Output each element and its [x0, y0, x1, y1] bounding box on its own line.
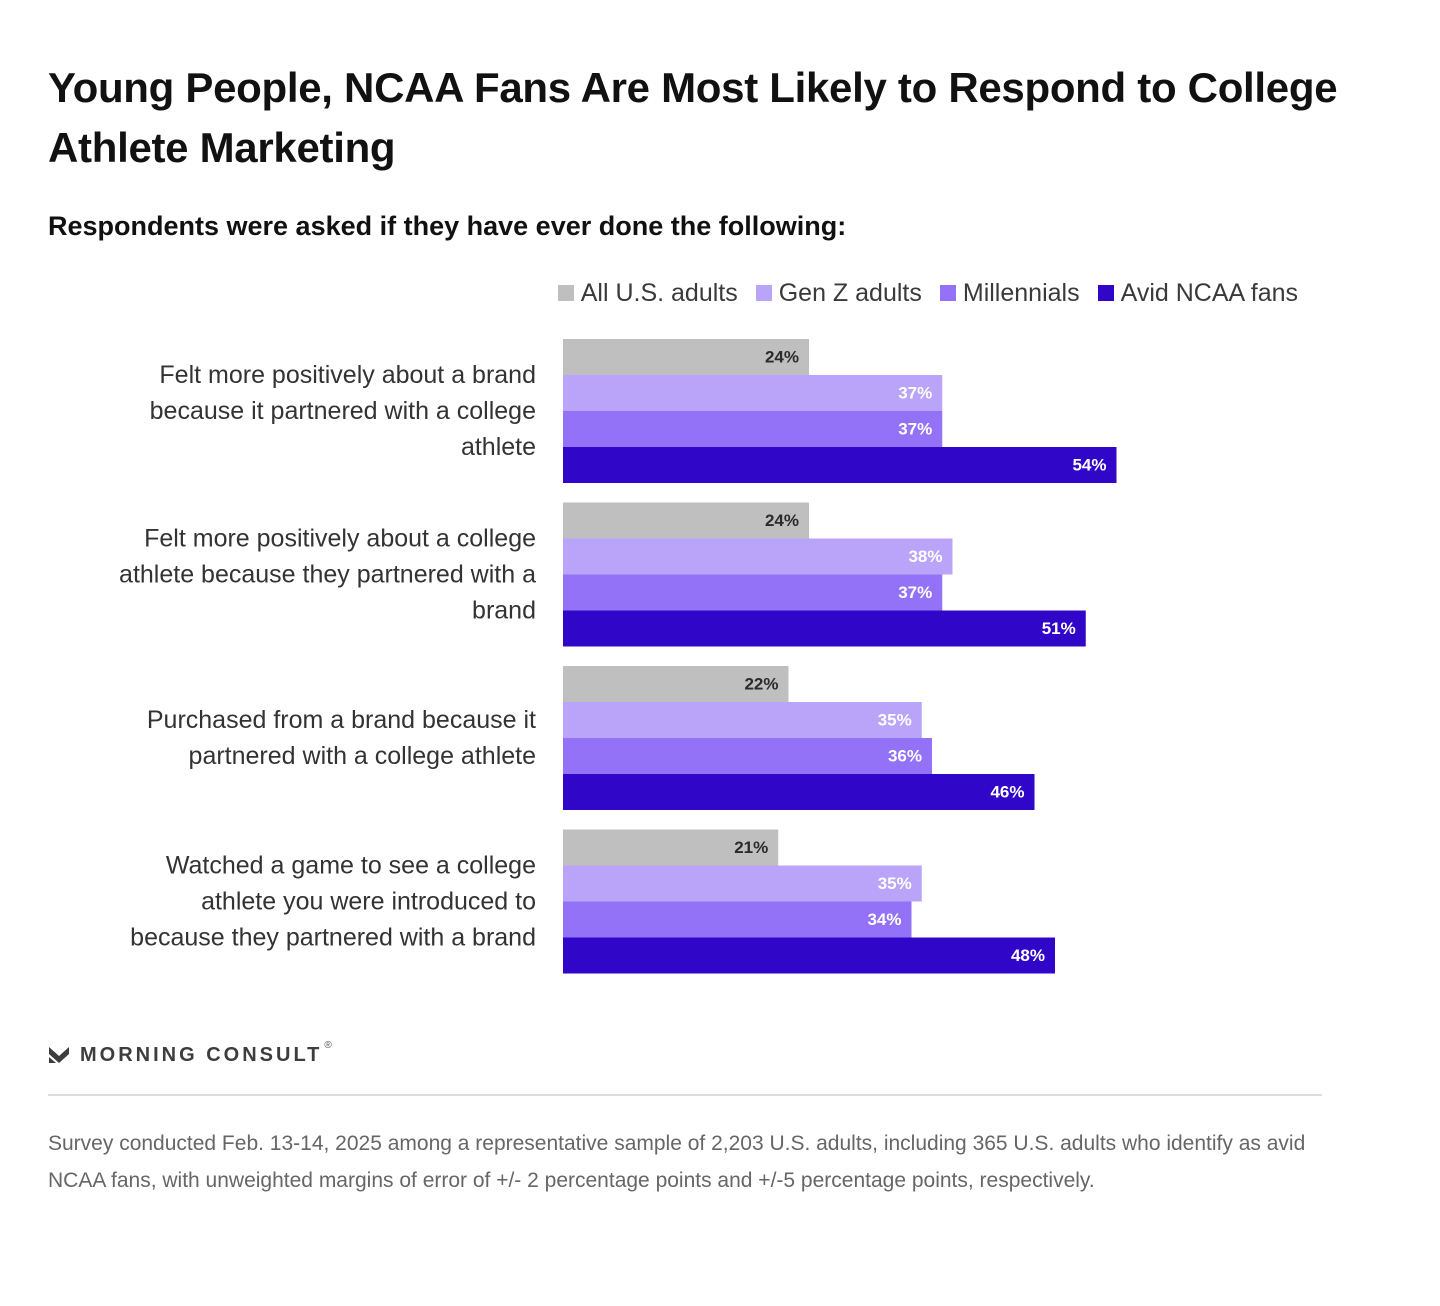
bar — [563, 829, 779, 866]
category-label-line: Felt more positively about a brand — [159, 361, 536, 389]
bar — [563, 502, 809, 539]
bar — [563, 375, 943, 411]
data-label: 24% — [765, 511, 799, 530]
data-label: 36% — [888, 747, 922, 766]
category-label-line: Purchased from a brand because it — [147, 706, 536, 734]
data-label: 24% — [765, 348, 799, 367]
data-label: 22% — [744, 675, 778, 694]
bar — [563, 901, 912, 938]
data-label: 35% — [878, 711, 912, 730]
legend-item-all-us-adults: All U.S. adults — [557, 278, 738, 308]
data-label: 48% — [1011, 946, 1045, 965]
legend-swatch-icon — [755, 285, 772, 301]
category-label-line: because they partnered with a brand — [130, 924, 536, 952]
brand-logo: MORNING CONSULT ® — [48, 1040, 332, 1067]
data-label: 46% — [990, 783, 1024, 802]
category-label-line: because it partnered with a college — [150, 397, 536, 425]
chart-subtitle: Respondents were asked if they have ever… — [48, 211, 847, 241]
category-label-line: athlete — [461, 433, 536, 461]
bar — [563, 774, 1035, 810]
bar — [563, 702, 922, 738]
data-label: 21% — [734, 838, 768, 857]
legend-label: Millennials — [962, 278, 1080, 307]
legend-item-gen-z-adults: Gen Z adults — [755, 278, 922, 308]
legend-swatch-icon — [1097, 285, 1114, 301]
category-label: Purchased from a brand because it partner… — [147, 706, 536, 770]
legend-swatch-icon — [939, 285, 956, 301]
divider — [48, 1094, 1322, 1096]
category-label: Felt more positively about a brand becaus… — [150, 361, 536, 461]
bar — [563, 937, 1055, 974]
bar — [563, 447, 1117, 483]
bar — [563, 538, 953, 575]
category-label: Watched a game to see a college athlete y… — [130, 852, 536, 952]
legend: All U.S. adults Gen Z adults Millennials… — [0, 274, 1298, 312]
bar — [563, 666, 789, 702]
category-label-line: Watched a game to see a college — [166, 852, 536, 880]
legend-label: Gen Z adults — [778, 278, 922, 307]
category-label-line: Felt more positively about a college — [144, 525, 536, 553]
data-label: 54% — [1072, 456, 1106, 475]
legend-item-millennials: Millennials — [939, 278, 1080, 308]
data-label: 37% — [898, 583, 932, 602]
category-label-line: brand — [472, 597, 536, 625]
data-label: 51% — [1042, 619, 1076, 638]
data-label: 38% — [908, 547, 942, 566]
data-label: 37% — [898, 384, 932, 403]
registered-mark: ® — [324, 1040, 332, 1051]
bar-chart: Felt more positively about a brand becaus… — [119, 339, 1117, 974]
bar — [563, 339, 809, 375]
data-label: 35% — [878, 874, 912, 893]
bar — [563, 574, 943, 611]
bar — [563, 411, 943, 447]
bar — [563, 738, 932, 774]
category-label: Felt more positively about a college athl… — [119, 525, 536, 625]
bar — [563, 865, 922, 902]
legend-swatch-icon — [557, 285, 574, 301]
legend-label: Avid NCAA fans — [1120, 278, 1298, 307]
morning-consult-logo-icon — [49, 1046, 69, 1063]
chart-title: Young People, NCAA Fans Are Most Likely … — [48, 64, 1338, 171]
legend-label: All U.S. adults — [580, 278, 738, 307]
brand-name: MORNING CONSULT — [80, 1044, 323, 1066]
bar — [563, 610, 1086, 647]
footnote: Survey conducted Feb. 13-14, 2025 among … — [48, 1132, 1306, 1192]
category-label-line: athlete because they partnered with a — [119, 561, 536, 589]
category-label-line: athlete you were introduced to — [201, 888, 536, 916]
data-label: 34% — [867, 910, 901, 929]
legend-item-avid-ncaa-fans: Avid NCAA fans — [1097, 278, 1298, 308]
data-label: 37% — [898, 420, 932, 439]
category-label-line: partnered with a college athlete — [189, 742, 536, 770]
